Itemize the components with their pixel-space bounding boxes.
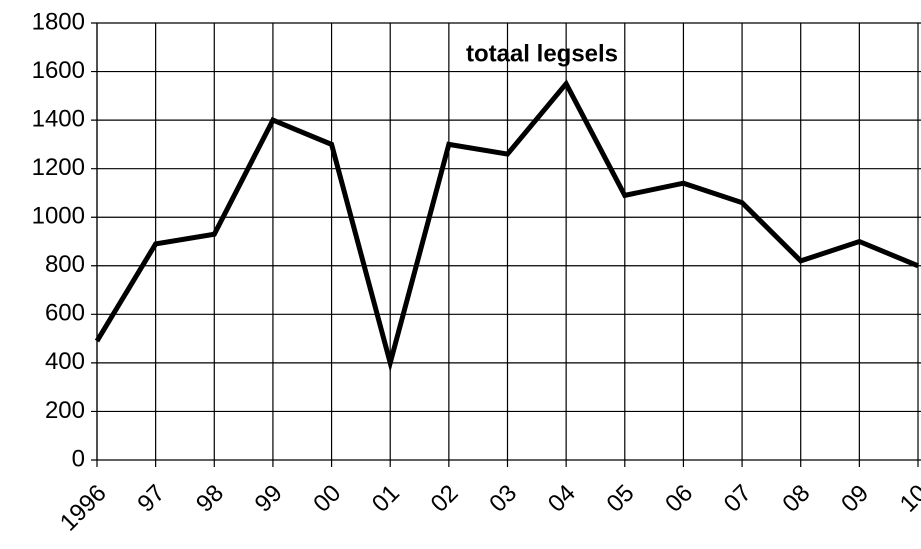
x-tick-label: 1996 [55,480,112,537]
x-tick-label: 09 [836,480,874,518]
y-tick-label: 800 [45,251,85,278]
x-tick-label: 02 [426,480,464,518]
data-line [94,79,919,373]
x-tick-label: 99 [250,480,288,518]
y-tick-label: 200 [45,397,85,424]
x-tick-label: 06 [660,480,698,518]
y-tick-label: 0 [72,445,85,472]
y-tick-label: 400 [45,348,85,375]
x-tick-label: 03 [484,480,522,518]
x-tick-label: 04 [543,480,581,518]
y-tick-label: 600 [45,300,85,327]
x-tick-label: 05 [602,480,640,518]
x-tick-label: 08 [777,480,815,518]
x-tick-label: 07 [719,480,757,518]
x-tick-label: 01 [367,480,405,518]
x-tick-label: 98 [191,480,229,518]
y-tick-label: 1800 [32,8,85,35]
y-tick-label: 1200 [32,154,85,181]
y-tick-label: 1400 [32,105,85,132]
chart-title: totaal legsels [466,40,618,67]
y-tick-label: 1000 [32,203,85,230]
x-tick-label: 10 [895,480,921,518]
x-tick-label: 97 [132,480,170,518]
x-tick-label: 00 [308,480,346,518]
y-tick-label: 1600 [32,57,85,84]
